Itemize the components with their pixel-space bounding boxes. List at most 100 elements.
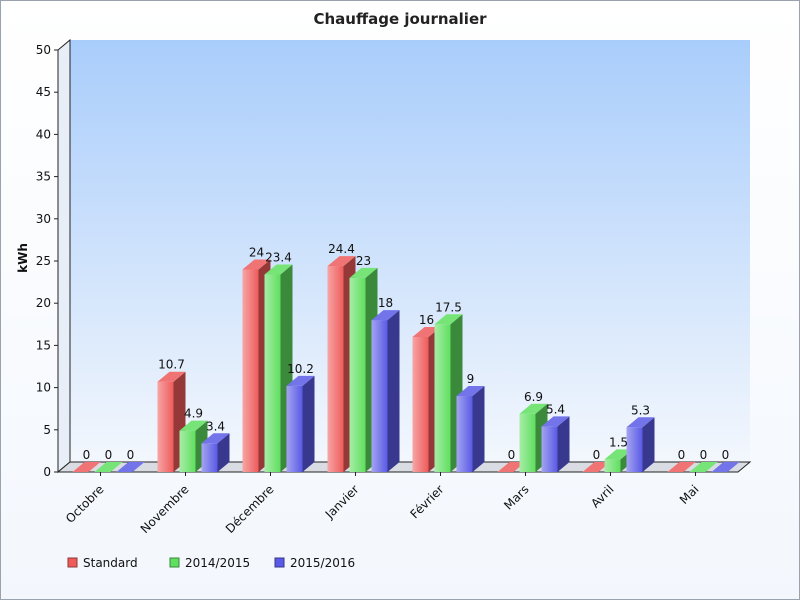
bar-top <box>286 375 315 386</box>
bar <box>689 462 718 472</box>
bar-front <box>179 430 196 472</box>
bar-front <box>157 381 174 472</box>
data-label: 4.9 <box>184 407 203 421</box>
bar <box>286 375 315 472</box>
y-tick-label: 50 <box>36 43 51 57</box>
y-tick-label: 40 <box>36 127 51 141</box>
bar-top <box>94 462 123 472</box>
bar <box>541 416 570 472</box>
bar-front <box>541 426 558 472</box>
data-label: 5.4 <box>546 402 565 416</box>
data-label: 0 <box>722 448 730 462</box>
bar-top <box>626 417 655 428</box>
y-tick-label: 10 <box>36 381 51 395</box>
y-tick-label: 15 <box>36 338 51 352</box>
bar <box>94 462 123 472</box>
bar-front <box>626 427 643 472</box>
legend-item: 2015/2016 <box>274 556 355 570</box>
data-label: 9 <box>467 372 475 386</box>
data-label: 1.5 <box>609 435 628 449</box>
bar <box>626 417 655 472</box>
bar-top <box>264 264 293 275</box>
y-tick-label: 5 <box>43 423 51 437</box>
bar-top <box>116 462 145 472</box>
legend-swatch <box>169 557 180 568</box>
bar-front <box>327 266 344 472</box>
x-tick-label: Mai <box>677 482 702 507</box>
y-tick-label: 20 <box>36 296 51 310</box>
x-tick-label: Novembre <box>138 482 192 536</box>
bar-front <box>242 269 259 472</box>
bar-top <box>541 416 570 427</box>
legend-swatch <box>67 557 78 568</box>
y-axis-label: kWh <box>16 243 30 273</box>
bar-side <box>387 310 400 472</box>
bar <box>201 433 230 472</box>
plot-left-wall <box>57 38 71 474</box>
data-label: 10.2 <box>287 362 314 376</box>
legend-label: 2015/2016 <box>290 556 355 570</box>
data-label: 24.4 <box>328 242 355 256</box>
bar-top <box>157 371 186 382</box>
x-tick-label: Décembre <box>223 482 277 536</box>
legend-label: Standard <box>83 556 138 570</box>
bar-front <box>286 385 303 472</box>
bar <box>116 462 145 472</box>
bar-front <box>456 396 473 472</box>
bar <box>456 386 485 472</box>
bar <box>434 314 463 472</box>
bar-top <box>72 462 101 472</box>
data-label: 3.4 <box>206 419 225 433</box>
bar <box>582 462 611 472</box>
y-tick-label: 30 <box>36 212 51 226</box>
x-tick-label: Février <box>407 482 446 521</box>
bar-top <box>582 462 611 472</box>
data-label: 23 <box>356 254 371 268</box>
bar <box>371 310 400 472</box>
bar-front <box>519 413 536 472</box>
bar-side <box>472 386 485 472</box>
data-label: 0 <box>678 448 686 462</box>
legend-label: 2014/2015 <box>185 556 250 570</box>
bar-side <box>642 417 655 472</box>
legend-item: 2014/2015 <box>169 556 250 570</box>
data-label: 0 <box>105 448 113 462</box>
legend: Standard 2014/2015 2015/2016 <box>67 556 355 570</box>
bar-side <box>302 375 315 472</box>
x-tick-label: Octobre <box>63 482 107 526</box>
bar-top <box>434 314 463 325</box>
bar-top <box>179 420 208 431</box>
data-label: 10.7 <box>158 358 185 372</box>
bar-top <box>201 433 230 444</box>
x-tick-label: Mars <box>501 482 531 512</box>
data-labels: 0 0 010.74.93.424 23.410.224.423181617.5906… <box>83 242 730 462</box>
legend-swatch <box>274 557 285 568</box>
data-label: 0 <box>700 448 708 462</box>
data-label: 6.9 <box>524 390 543 404</box>
bar-top <box>327 256 356 267</box>
bar-top <box>667 462 696 472</box>
data-label: 17.5 <box>435 300 462 314</box>
bar <box>72 462 101 472</box>
bar-top <box>349 267 378 278</box>
data-label: 16 <box>419 313 434 327</box>
x-tick-label: Janvier <box>322 482 362 522</box>
bar-top <box>456 386 485 397</box>
data-label: 23.4 <box>265 251 292 265</box>
bar-top <box>604 449 633 460</box>
legend-item: Standard <box>67 556 138 570</box>
bar-top <box>519 403 548 414</box>
bar-top <box>689 462 718 472</box>
bar-front <box>371 320 388 472</box>
data-label: 0 <box>508 448 516 462</box>
data-label: 0 <box>593 448 601 462</box>
y-tick-label: 25 <box>36 254 51 268</box>
bar-top <box>497 462 526 472</box>
x-tick-label: Avril <box>588 482 616 510</box>
bar-front <box>201 443 218 472</box>
chart-title: Chauffage journalier <box>313 10 487 28</box>
bar-front <box>349 277 366 472</box>
plot-back-wall <box>70 40 750 462</box>
bar-side <box>217 433 230 472</box>
